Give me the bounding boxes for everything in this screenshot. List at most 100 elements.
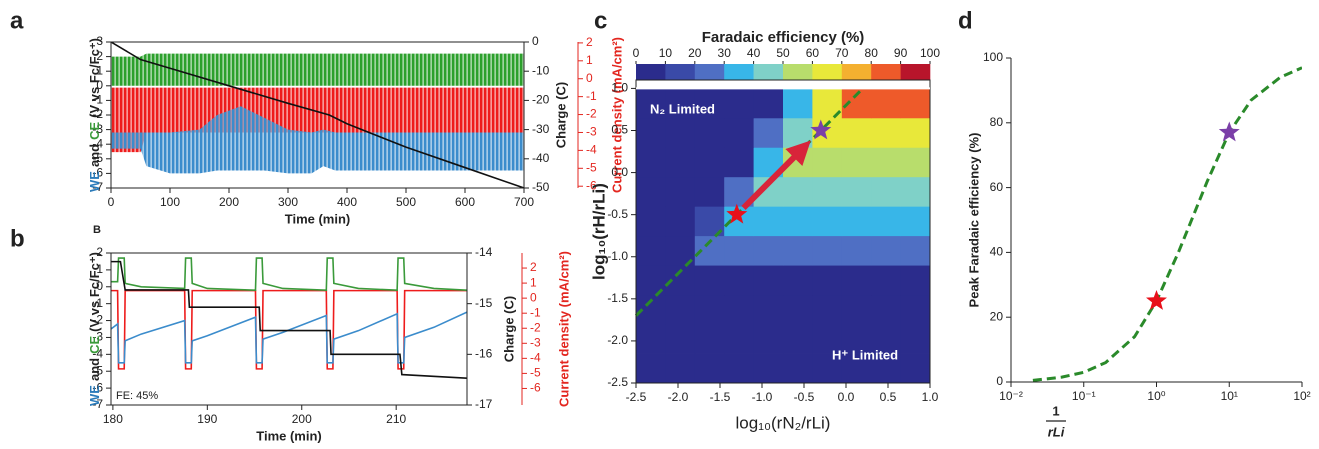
y-tick-label: -3 [92, 330, 103, 344]
heat-cell [753, 265, 784, 296]
y-tick-label: 0 [996, 374, 1003, 388]
x-tick-label: 1.0 [922, 390, 939, 404]
heat-cell [724, 235, 754, 266]
y-tick-label: -1 [530, 305, 541, 319]
x-tick-label: 200 [292, 412, 312, 426]
heat-cell [900, 324, 931, 354]
colorbar-bin [665, 64, 696, 80]
colorbar-bin [694, 64, 725, 80]
y-tick-label: 0 [586, 71, 593, 85]
y-tick-label: 1.0 [611, 81, 628, 95]
y-tick-label: -17 [475, 397, 493, 411]
heat-cell [753, 353, 784, 384]
heat-cell [841, 294, 872, 325]
x-tick-label: -2.0 [668, 390, 689, 404]
heat-cell [871, 353, 901, 384]
y-tick-label: -7 [92, 397, 103, 411]
x-tick-label: 200 [219, 195, 239, 209]
y-tick-label: -3 [92, 122, 103, 136]
y-tick-label: -2 [92, 313, 103, 327]
heat-cell [871, 265, 901, 296]
heat-cell [783, 265, 813, 296]
band [111, 87, 524, 153]
frame [635, 79, 931, 384]
heat-cell [812, 176, 843, 207]
heat-cell [694, 265, 725, 296]
plot [111, 42, 524, 188]
heat-cell [636, 353, 666, 384]
x-tick-label: -0.5 [794, 390, 815, 404]
heat-cell [724, 265, 754, 296]
colorbar-tick-label: 70 [835, 46, 849, 60]
heat-cell [694, 147, 725, 178]
y-tick-label: -50 [532, 180, 550, 194]
y-tick-label: -6 [92, 380, 103, 394]
heat-cell [665, 147, 696, 178]
x-tick-label: -1.0 [752, 390, 773, 404]
y-tick-label: -6 [586, 178, 597, 192]
x-tick-label: 10⁻¹ [1072, 389, 1096, 403]
axis-label: 1 [1052, 403, 1059, 418]
axis-label: Charge (C) [501, 296, 516, 362]
y-tick-label: 0.5 [611, 123, 628, 137]
heat-cell [812, 324, 843, 354]
axis-label: log₁₀(rH/rLi) [589, 183, 608, 280]
heat-cell [665, 294, 696, 325]
y-tick-label: -10 [532, 63, 550, 77]
x-tick-label: 0.0 [838, 390, 855, 404]
line [111, 311, 467, 364]
heat-cell [753, 206, 784, 237]
heat-cell [812, 206, 843, 237]
heat-cell [871, 117, 901, 148]
y-tick-label: -5 [92, 363, 103, 377]
y-tick-label: -5 [586, 160, 597, 174]
x-tick-label: -2.5 [626, 390, 647, 404]
heat-cell [665, 117, 696, 148]
heat-cell [724, 117, 754, 148]
colorbar-bin [841, 64, 872, 80]
x-tick-label: 210 [386, 412, 406, 426]
heat-cell [665, 324, 696, 354]
heat-cell [694, 176, 725, 207]
y-tick-label: 1 [586, 53, 593, 67]
y-tick-label: -1.0 [607, 249, 628, 263]
y-tick-label: -2.0 [607, 333, 628, 347]
heat-cell [665, 176, 696, 207]
x-tick-label: 700 [514, 195, 534, 209]
heat-cell [783, 206, 813, 237]
y-tick-label: -3 [530, 335, 541, 349]
y-tick-label: 20 [990, 309, 1004, 323]
y-tick-label: 0.0 [611, 165, 628, 179]
colorbar-tick-label: 90 [894, 46, 908, 60]
heat-cell [694, 353, 725, 384]
band [111, 106, 524, 174]
y-tick-label: -14 [475, 245, 493, 259]
colorbar-bin [871, 64, 901, 80]
heat-cell [636, 324, 666, 354]
axis-label-part: and [87, 358, 102, 381]
x-tick-label: 0.5 [880, 390, 897, 404]
heat-cell [636, 88, 666, 119]
x-tick-label: 10⁰ [1147, 389, 1165, 403]
axis-label: Time (min) [285, 211, 351, 226]
colorbar-bin [724, 64, 754, 80]
y-tick-label: 2 [96, 245, 103, 259]
heat-cell [636, 147, 666, 178]
colorbar-bin [900, 64, 931, 80]
heat-cell [694, 117, 725, 148]
heat-cell [841, 206, 872, 237]
axis-label-part: CE [87, 122, 102, 140]
colorbar-title: Faradaic efficiency (%) [702, 29, 865, 46]
heat-cell [636, 235, 666, 266]
star-marker [726, 203, 748, 224]
y-tick-label: -4 [92, 136, 103, 150]
heat-cell [724, 147, 754, 178]
heat-cell [900, 294, 931, 325]
heat-cell [871, 88, 901, 119]
heat-cell [783, 176, 813, 207]
y-tick-label: 1 [96, 63, 103, 77]
heat-cell [694, 294, 725, 325]
x-tick-label: 190 [197, 412, 217, 426]
y-tick-label: -2.5 [607, 375, 628, 389]
